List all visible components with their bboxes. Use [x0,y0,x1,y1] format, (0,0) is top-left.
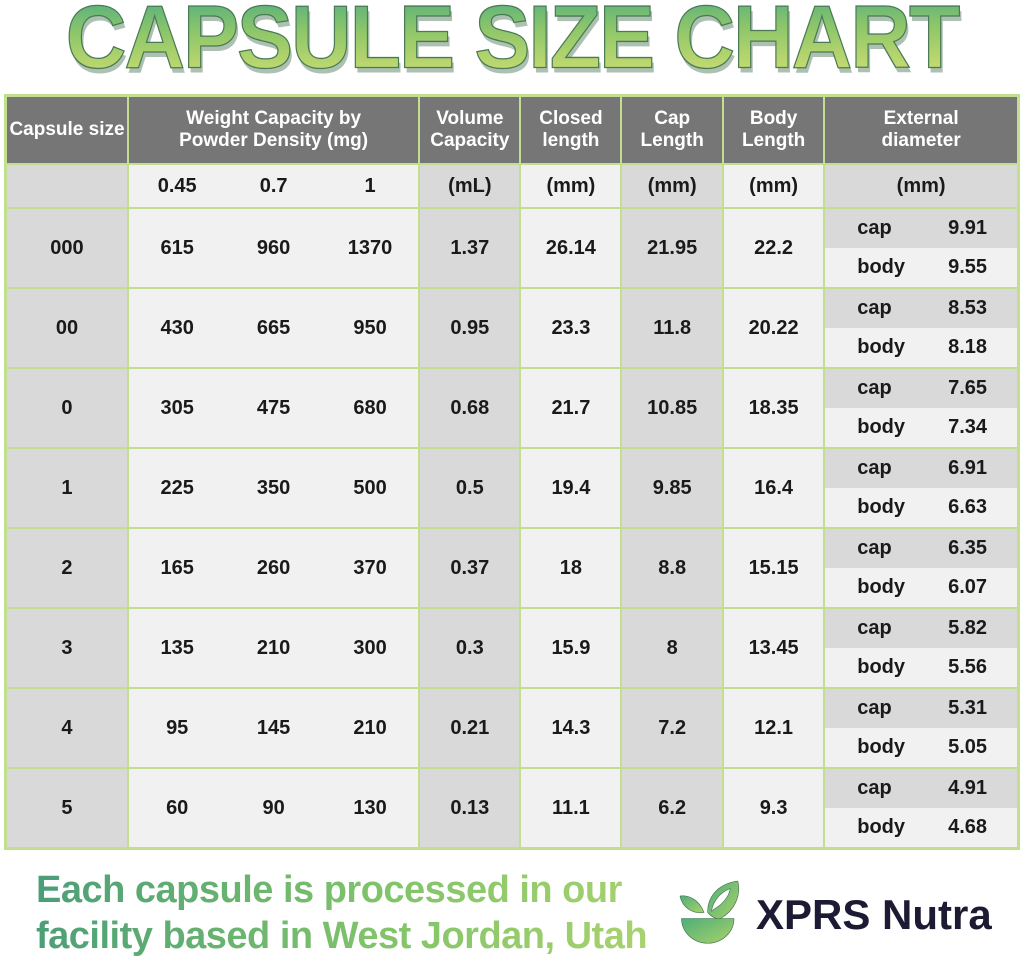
svg-text:CAPSULE SIZE CHART: CAPSULE SIZE CHART [66,0,960,87]
